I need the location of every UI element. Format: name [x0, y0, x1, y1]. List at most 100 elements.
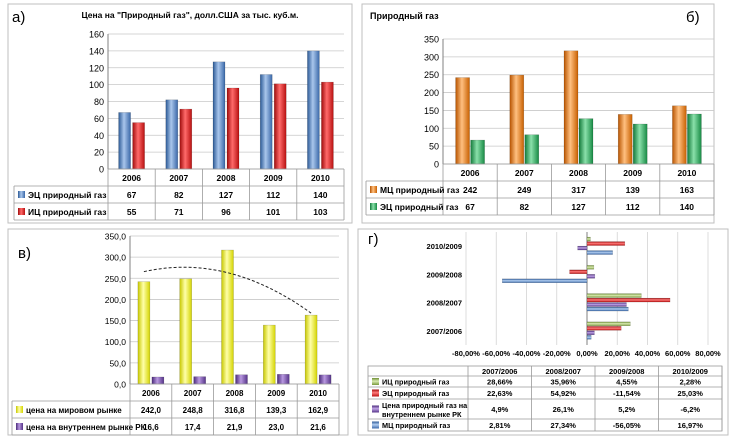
- data-label: 103: [313, 207, 327, 217]
- legend-entry-line: внутреннем рынке РК: [382, 410, 462, 419]
- bar-v-0-0: [137, 281, 151, 385]
- bar-g-0-3: [586, 236, 591, 242]
- category-label: 2008/2007: [427, 299, 462, 308]
- y-tick-label: 100: [424, 124, 439, 134]
- table-header: 2007/2006: [482, 367, 517, 376]
- data-label: 35,96%: [551, 378, 577, 387]
- x-tick-label: 0,00%: [576, 349, 598, 358]
- bar-g-1-1: [586, 297, 671, 303]
- bar-b-1-0: [470, 139, 485, 165]
- data-label: 22,63%: [487, 389, 513, 398]
- legend-swatch: [16, 423, 23, 430]
- bar-g-2-3: [577, 245, 588, 251]
- bar-g-0-0: [586, 321, 631, 326]
- data-label: 28,66%: [487, 378, 513, 387]
- bar-b-1-2: [578, 118, 594, 165]
- data-label: 21,6: [310, 423, 326, 432]
- y-tick-label: 40: [94, 131, 104, 141]
- panel-label: б): [686, 9, 700, 26]
- bar-v-1-3: [277, 374, 290, 385]
- chart-frame: [361, 3, 715, 224]
- y-tick-label: 150,0: [105, 316, 127, 326]
- bar-g-2-0: [586, 330, 595, 335]
- legend-entry-line: Цена природный газ на: [382, 401, 468, 410]
- y-tick-label: 140: [89, 46, 104, 56]
- chart-a: а) Цена на "Природный газ", долл.США за т…: [7, 3, 353, 224]
- bar-b-1-1: [524, 134, 540, 165]
- legend-entry: ЭЦ природный газ: [28, 190, 106, 200]
- data-label: 163: [680, 185, 694, 195]
- data-label: 16,97%: [678, 421, 704, 430]
- legend-entry: цена на мировом рынке: [26, 406, 122, 415]
- legend-entry: цена на внутреннем рынке РК: [26, 423, 146, 432]
- data-label: 55: [127, 207, 137, 217]
- y-tick-label: 0,0: [114, 380, 126, 390]
- bar-g-1-0: [586, 326, 622, 331]
- data-label: 4,9%: [491, 405, 508, 414]
- data-label: 96: [221, 207, 231, 217]
- category-label: 2006: [461, 168, 480, 178]
- data-label: 317: [571, 185, 585, 195]
- panel-label: а): [12, 9, 25, 26]
- bar-a-1-0: [132, 122, 145, 170]
- data-label: 54,92%: [551, 389, 577, 398]
- y-tick-label: 50: [429, 142, 439, 152]
- y-tick-label: 300,0: [105, 253, 127, 263]
- y-tick-label: 160: [89, 30, 104, 40]
- category-label: 2006: [122, 173, 141, 183]
- table-header: 2010/2009: [673, 367, 708, 376]
- bar-a-0-0: [118, 112, 131, 170]
- bar-a-1-3: [273, 83, 287, 170]
- data-label: 127: [219, 190, 233, 200]
- bar-g-3-0: [586, 335, 592, 340]
- category-label: 2007: [169, 173, 188, 183]
- bar-b-1-4: [687, 113, 702, 165]
- bar-v-1-4: [318, 374, 332, 385]
- category-label: 2006: [142, 389, 160, 398]
- x-tick-label: -80,00%: [452, 349, 480, 358]
- data-label: 316,8: [224, 406, 245, 415]
- data-label: 26,1%: [553, 405, 575, 414]
- chart-g: г) -80,00% -60,00% -40,00% -20,00% 0,00% 20,00…: [357, 228, 729, 436]
- bar-g-3-3: [586, 250, 613, 255]
- y-tick-label: 100: [89, 80, 104, 90]
- data-label: 249: [517, 185, 531, 195]
- data-label: 162,9: [308, 406, 329, 415]
- category-label: 2007: [515, 168, 534, 178]
- bar-v-0-2: [221, 249, 234, 385]
- legend-swatch: [18, 191, 25, 198]
- legend-swatch: [372, 421, 379, 429]
- data-label: -6,2%: [680, 405, 700, 414]
- category-label: 2009: [264, 173, 283, 183]
- category-label: 2010/2009: [427, 242, 462, 251]
- data-label: 17,4: [185, 423, 201, 432]
- y-tick-label: 200,0: [105, 295, 127, 305]
- y-tick-label: 250,0: [105, 274, 127, 284]
- y-tick-label: 250: [424, 70, 439, 80]
- table-header: 2009/2008: [609, 367, 644, 376]
- data-label: 23,0: [269, 423, 285, 432]
- legend-swatch: [370, 186, 377, 193]
- data-label: -56,05%: [613, 421, 641, 430]
- bar-b-0-0: [455, 77, 470, 165]
- chart-frame: [357, 228, 729, 436]
- category-label: 2008: [569, 168, 588, 178]
- data-label: 140: [680, 202, 694, 212]
- data-label: 112: [626, 202, 640, 212]
- data-label: 139: [626, 185, 640, 195]
- chart-title: Цена на "Природный газ", долл.США за тыс…: [81, 10, 298, 20]
- data-label: 5,2%: [618, 405, 635, 414]
- bar-g-0-1: [586, 293, 642, 298]
- x-tick-label: -60,00%: [482, 349, 510, 358]
- bar-b-0-2: [563, 50, 579, 165]
- y-tick-label: 300: [424, 52, 439, 62]
- y-tick-label: 100,0: [105, 337, 127, 347]
- y-tick-label: 50,0: [109, 358, 126, 368]
- chart-v: в) 0,0 50,0 100,0 150,0 200,0 250,0 300,0 350,0 2…: [7, 228, 349, 436]
- category-label: 2008: [226, 389, 244, 398]
- data-label: 71: [174, 207, 184, 217]
- x-tick-label: -40,00%: [513, 349, 541, 358]
- legend-entry: ИЦ природный газ: [28, 207, 106, 217]
- data-label: 2,28%: [680, 378, 702, 387]
- panel-label: в): [18, 245, 31, 262]
